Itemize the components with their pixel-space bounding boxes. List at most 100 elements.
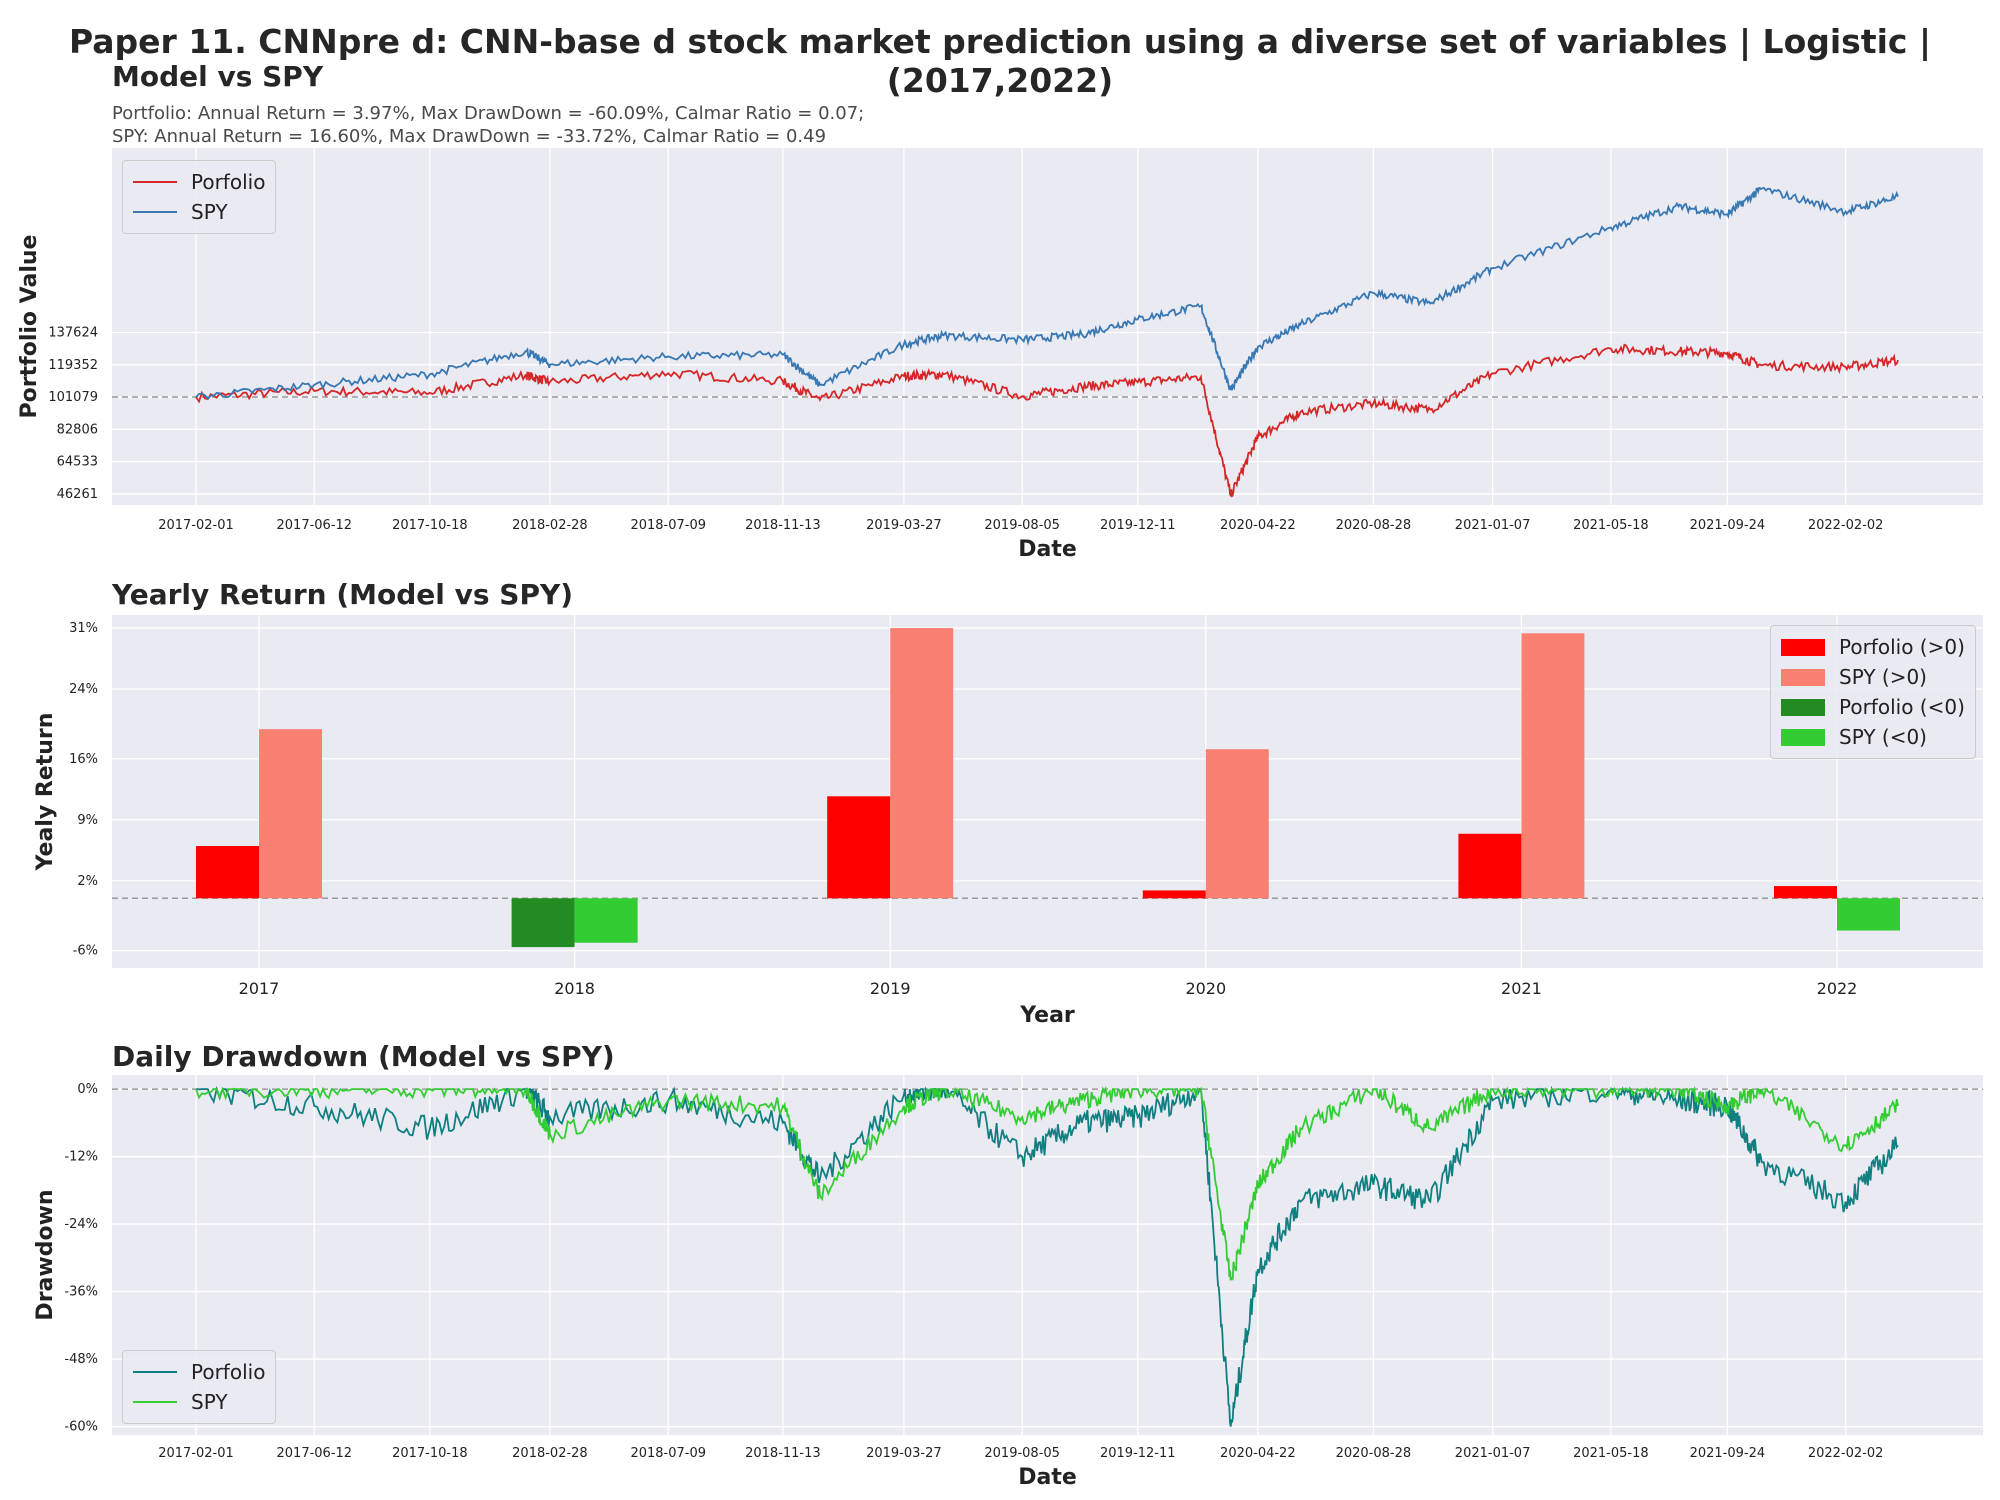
panel3-ytick-label: -48% — [64, 1352, 98, 1367]
panel1-ytick-label: 46261 — [57, 487, 98, 502]
panel2-bar-portfolio-2017 — [196, 845, 259, 899]
panel2-xtick-label: 2019 — [870, 979, 911, 998]
panel1-legend: Porfolio SPY — [122, 160, 277, 234]
panel3-xtick-label: 2020-04-22 — [1220, 1446, 1296, 1461]
panel1-xtick-label: 2018-07-09 — [630, 518, 706, 533]
panel1-xtick-label: 2019-12-11 — [1100, 518, 1176, 533]
panel1-xtick-label: 2018-02-28 — [512, 518, 588, 533]
panel3-ylabel: Drawdown — [33, 1189, 58, 1320]
legend-label-portfolio: Porfolio — [191, 170, 266, 194]
legend-entry-spy-pos: SPY (>0) — [1781, 662, 1965, 692]
panel1-ytick-label: 64533 — [57, 455, 98, 470]
panel2-title: Yearly Return (Model vs SPY) — [112, 578, 574, 611]
panel3-title: Daily Drawdown (Model vs SPY) — [112, 1040, 615, 1073]
panel1-xtick-label: 2017-10-18 — [392, 518, 468, 533]
panel2-bar-spy-2017 — [259, 729, 322, 899]
panel1-xtick-label: 2021-01-07 — [1455, 518, 1531, 533]
panel3-xlabel: Date — [1018, 1465, 1077, 1490]
panel2-ytick-label: 2% — [77, 874, 98, 889]
legend-entry-dd-portfolio: Porfolio — [133, 1357, 265, 1387]
panel1-subtitle-spy: SPY: Annual Return = 16.60%, Max DrawDow… — [112, 126, 827, 147]
panel2-bar-spy-2022 — [1837, 898, 1900, 931]
panel1-xtick-label: 2020-08-28 — [1336, 518, 1412, 533]
panel3-ytick-label: -24% — [64, 1217, 98, 1232]
panel3-legend: Porfolio SPY — [122, 1350, 277, 1424]
panel3-xtick-label: 2017-06-12 — [277, 1446, 353, 1461]
panel2-bar-spy-2021 — [1521, 633, 1585, 899]
panel1-xtick-label: 2019-03-27 — [866, 518, 942, 533]
panel2-bar-portfolio-2018 — [511, 898, 575, 948]
panel2-ytick-label: -6% — [73, 944, 98, 959]
panel2-xtick-label: 2022 — [1817, 979, 1858, 998]
panel2-xlabel: Year — [1019, 1003, 1075, 1028]
legend-swatch-spy — [133, 211, 177, 213]
panel1-xlabel: Date — [1018, 537, 1077, 562]
panel1-ytick-label: 82806 — [57, 422, 98, 437]
panel3-xtick-label: 2018-11-13 — [745, 1446, 821, 1461]
panel3-xtick-label: 2021-01-07 — [1455, 1446, 1531, 1461]
legend-entry-spy-neg: SPY (<0) — [1781, 722, 1965, 752]
panel1-xtick-label: 2017-02-01 — [158, 518, 234, 533]
panel2-ytick-label: 24% — [69, 682, 98, 697]
panel3-xtick-label: 2021-09-24 — [1690, 1446, 1766, 1461]
panel1-ytick-label: 101079 — [48, 390, 98, 405]
panel3-xtick-label: 2022-02-02 — [1808, 1446, 1884, 1461]
panel1-ylabel: Portfolio Value — [17, 235, 42, 419]
panel3-xtick-label: 2019-03-27 — [866, 1446, 942, 1461]
legend-label-dd-spy: SPY — [191, 1390, 228, 1414]
legend-label-spy: SPY — [191, 200, 228, 224]
panel1-xtick-label: 2021-09-24 — [1690, 518, 1766, 533]
panel2-bar-portfolio-2019 — [827, 796, 891, 899]
panel3-xtick-label: 2018-02-28 — [512, 1446, 588, 1461]
panel2-bar-portfolio-2022 — [1774, 886, 1837, 899]
legend-entry-spy: SPY — [133, 197, 265, 227]
panel3-xtick-label: 2019-08-05 — [984, 1446, 1060, 1461]
panel1-ytick-label: 119352 — [48, 358, 98, 373]
panel2-xtick-label: 2021 — [1501, 979, 1542, 998]
legend-swatch-portfolio-pos — [1781, 638, 1825, 656]
legend-label-spy-neg: SPY (<0) — [1839, 725, 1927, 749]
panel3-series-line-portfolio — [195, 1085, 1899, 1427]
panel2-ytick-label: 9% — [77, 813, 98, 828]
panel3-xtick-label: 2019-12-11 — [1100, 1446, 1176, 1461]
figure-suptitle: Paper 11. CNNpre d: CNN-base d stock mar… — [68, 22, 1932, 100]
panel2-xtick-label: 2017 — [239, 979, 280, 998]
panel3-xtick-label: 2017-02-01 — [158, 1446, 234, 1461]
legend-swatch-dd-portfolio — [133, 1371, 177, 1373]
legend-entry-dd-spy: SPY — [133, 1387, 265, 1417]
panel2-bar-portfolio-2021 — [1458, 833, 1522, 899]
panel2-plot-area — [112, 615, 1983, 968]
panel2-bar-portfolio-2020 — [1142, 890, 1206, 899]
legend-entry-portfolio-pos: Porfolio (>0) — [1781, 632, 1965, 662]
panel2-ytick-label: 31% — [69, 621, 98, 636]
panel2-bar-spy-2020 — [1205, 749, 1269, 899]
panel2-bar-spy-2018 — [574, 898, 638, 943]
legend-entry-portfolio-neg: Porfolio (<0) — [1781, 692, 1965, 722]
panel3-xtick-label: 2020-08-28 — [1336, 1446, 1412, 1461]
panel1-xtick-label: 2019-08-05 — [984, 518, 1060, 533]
panel3-ytick-label: -12% — [64, 1150, 98, 1165]
panel1-title: Model vs SPY — [112, 60, 324, 93]
legend-label-portfolio-pos: Porfolio (>0) — [1839, 635, 1965, 659]
panel3-xtick-label: 2017-10-18 — [392, 1446, 468, 1461]
panel2-bar-spy-2019 — [890, 628, 954, 899]
panel3-series-line-spy — [195, 1085, 1899, 1282]
legend-swatch-portfolio-neg — [1781, 698, 1825, 716]
panel1-subtitle-portfolio: Portfolio: Annual Return = 3.97%, Max Dr… — [112, 103, 865, 124]
panel3-xtick-label: 2021-05-18 — [1573, 1446, 1649, 1461]
legend-swatch-spy-neg — [1781, 728, 1825, 746]
legend-swatch-dd-spy — [133, 1401, 177, 1403]
legend-entry-portfolio: Porfolio — [133, 167, 265, 197]
legend-label-spy-pos: SPY (>0) — [1839, 665, 1927, 689]
panel2-xtick-label: 2018 — [554, 979, 595, 998]
panel1-series-line-spy — [195, 186, 1899, 401]
panel2-ylabel: Yealy Return — [33, 713, 58, 872]
panel1-xtick-label: 2021-05-18 — [1573, 518, 1649, 533]
panel1-series-line-portfolio — [195, 343, 1899, 498]
panel1-ytick-label: 137624 — [48, 325, 98, 340]
panel2-xtick-label: 2020 — [1185, 979, 1226, 998]
legend-label-dd-portfolio: Porfolio — [191, 1360, 266, 1384]
panel1-xtick-label: 2020-04-22 — [1220, 518, 1296, 533]
panel3-xtick-label: 2018-07-09 — [630, 1446, 706, 1461]
